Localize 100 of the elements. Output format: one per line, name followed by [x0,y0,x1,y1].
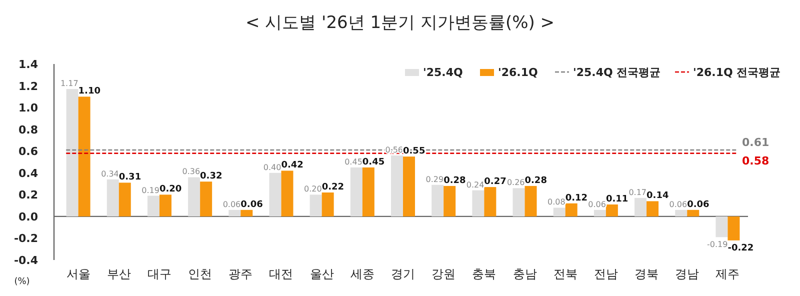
data-label: 0.29 [426,174,444,184]
x-tick-label: 강원 [432,267,456,281]
data-label: 1.17 [60,79,78,88]
legend-label: '26.1Q 전국평균 [693,66,781,79]
data-label: 0.06 [222,200,241,209]
chart-title: < 시도별 '26년 1분기 지가변동률(%) > [245,13,555,33]
bar [188,177,200,216]
bar [634,198,647,216]
x-tick-label: 충북 [472,267,496,281]
legend-label: '25.4Q [423,66,463,79]
data-label: 0.34 [101,169,119,178]
data-label: 0.28 [444,176,466,186]
bar [118,182,131,216]
x-tick-label: 대구 [147,267,172,281]
x-tick-label: 서울 [66,267,90,281]
bar [147,196,160,216]
x-tick-label: 대전 [269,267,294,281]
legend-label: '25.4Q 전국평균 [573,66,661,79]
bar [524,186,537,216]
x-tick-label: 제주 [716,267,740,281]
data-label: 0.11 [606,194,628,204]
bar [350,167,362,216]
bar [553,208,566,216]
data-label: 0.27 [484,177,506,188]
bar [472,190,484,216]
data-label: 0.06 [687,200,710,210]
data-label: 0.24 [466,180,484,190]
bar [687,210,700,216]
data-label: 0.42 [281,160,304,171]
x-tick-label: 세종 [350,267,374,281]
x-tick-label: 경기 [391,267,415,281]
y-tick-label: 1.0 [18,102,38,115]
bar [594,210,606,216]
bar [728,216,740,240]
bar [322,192,334,216]
bar [675,210,688,216]
bar [484,187,496,216]
data-label: 0.08 [548,198,566,207]
bar [403,156,415,216]
x-tick-label: 광주 [228,267,253,281]
data-label: 0.22 [322,182,344,192]
bar [269,172,282,216]
bar [228,210,241,216]
data-label: 0.06 [669,200,688,209]
bar [362,167,374,216]
bar [281,170,294,216]
data-label: 0.06 [588,200,606,209]
y-tick-label: 0.8 [18,123,38,136]
x-tick-label: 경남 [675,267,700,281]
data-label: 0.12 [565,193,588,204]
x-tick-label: 경북 [634,267,659,281]
data-label: 0.32 [200,172,222,182]
y-tick-label: 1.4 [18,58,38,71]
data-label: 0.45 [362,157,385,168]
bar [200,182,212,216]
bar [310,194,322,216]
data-label: 0.20 [159,184,182,195]
data-label: 0.28 [524,176,547,186]
data-label: -0.22 [728,243,754,254]
bar [240,210,253,216]
data-label: 0.26 [506,178,525,188]
bar [106,179,119,216]
y-tick-label: 0.2 [18,188,38,202]
data-label: 0.14 [646,191,669,202]
data-label: 0.31 [118,172,142,183]
x-tick-label: 전남 [594,267,618,281]
data-label: 0.06 [240,200,263,210]
data-label: 0.19 [142,186,160,195]
data-label: 1.10 [78,86,101,97]
legend-label: '26.1Q [498,66,538,79]
bar [432,184,444,216]
bar [716,216,728,238]
data-label: 0.20 [304,184,322,194]
text: 0.61 [742,136,770,150]
y-tick-label: -0.4 [14,254,38,267]
text: 0.58 [742,154,770,168]
bar [444,186,456,216]
x-tick-label: 전북 [553,267,578,281]
data-label: -0.19 [707,240,728,250]
bar [78,96,90,216]
x-tick-label: 인천 [188,267,212,281]
y-tick-label: -0.2 [14,232,38,246]
bar [646,201,659,216]
y-tick-label: 0.4 [18,166,38,180]
x-tick-label: 울산 [310,267,334,281]
bar [512,188,525,216]
bar [606,204,618,216]
bar [391,155,403,216]
y-tick-label: 0.0 [18,210,38,224]
bar [66,89,78,216]
data-label: 0.36 [182,167,200,176]
y-tick-label: 0.6 [18,145,38,158]
x-tick-label: 부산 [106,267,131,281]
x-tick-label: 충남 [512,267,537,281]
y-tick-label: 1.2 [18,80,38,93]
bar [565,203,578,216]
data-label: 0.17 [628,188,647,197]
bar [159,194,172,216]
y-axis-title: (%) [14,277,30,287]
data-label: 0.45 [344,157,362,166]
